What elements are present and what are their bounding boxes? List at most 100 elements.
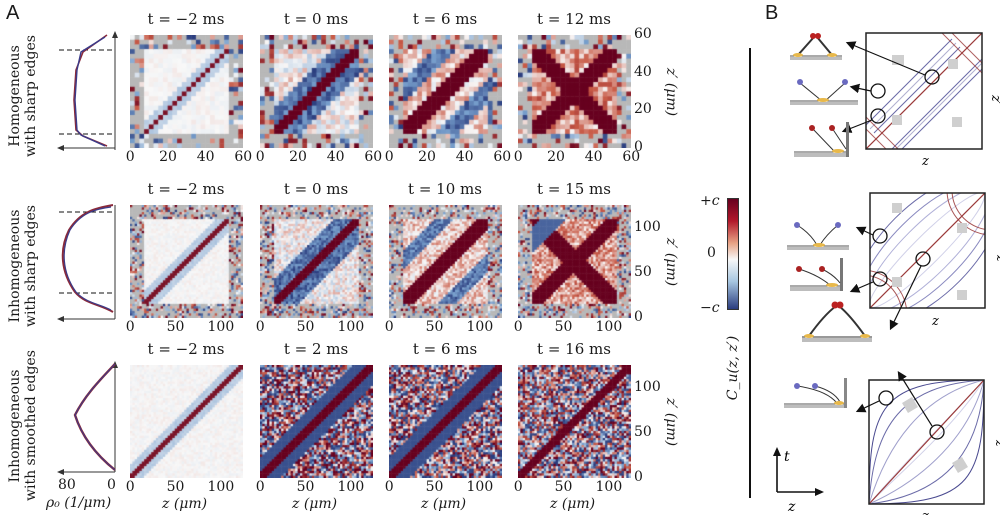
xtick-label: 20 — [159, 149, 177, 165]
arrow-left-icon — [57, 469, 64, 475]
z-axis-label: z — [787, 499, 796, 515]
yaxis-label: z′ (μm) — [663, 237, 680, 286]
marker-circle — [872, 228, 888, 244]
marker-circle — [878, 390, 894, 406]
ytick-label: 0 — [634, 469, 643, 485]
colorbar — [727, 198, 739, 310]
ytick-label: 50 — [634, 263, 652, 280]
xtick-label: 100 — [337, 319, 365, 335]
xtick-label: 40 — [584, 149, 603, 165]
colorbar-bottom-label: −c — [700, 300, 720, 316]
xtick-label: 0 — [125, 479, 135, 495]
molecule-icon-bound — [790, 33, 842, 60]
axis-zp-label-3: z′ — [992, 439, 1000, 450]
xtick-label: 0 — [384, 319, 394, 335]
xtick-label: 60 — [493, 149, 512, 165]
schematic-box-3 — [868, 379, 985, 505]
heatmap-2-3 — [389, 205, 502, 318]
xtick-label: 0 — [125, 149, 135, 165]
heatmap-2-1 — [130, 205, 243, 318]
xtick-label: 50 — [166, 319, 185, 335]
colorbar-mid-label: 0 — [707, 245, 716, 261]
ytick-label: 40 — [634, 63, 652, 80]
xtick-label: 100 — [466, 319, 494, 335]
profile-xtick-0: 0 — [107, 477, 116, 493]
density-profile-row1 — [57, 31, 118, 151]
xtick-label: 50 — [554, 479, 573, 495]
profile-curve-data — [73, 363, 116, 471]
xtick-label: 0 — [255, 319, 265, 335]
xaxis-label: z (μm) — [292, 496, 338, 512]
xtick-label: 100 — [207, 319, 235, 335]
marker-circle — [870, 83, 886, 99]
molecule-icon-wall-2 — [790, 258, 843, 291]
ytick-label: 0 — [634, 309, 643, 325]
ytick-label: 60 — [634, 26, 652, 42]
profile-curve-fit — [74, 36, 106, 147]
marker-circle — [924, 69, 940, 85]
schematic-box-3-lines — [868, 379, 985, 505]
xtick-label: 50 — [296, 319, 315, 335]
xtick-label: 0 — [384, 479, 394, 495]
heatmap-title: t = 10 ms — [408, 180, 482, 198]
ytick-label: 20 — [634, 101, 652, 118]
xtick-label: 20 — [547, 149, 565, 165]
heatmap-2-2 — [260, 205, 373, 318]
marker-circle — [929, 424, 945, 440]
heatmap-title: t = 12 ms — [537, 10, 611, 28]
arrow-left-icon — [57, 145, 64, 151]
heatmap-title: t = −2 ms — [147, 10, 225, 28]
profile-xlabel: ρ₀ (1/μm) — [46, 495, 112, 511]
xtick-label: 0 — [513, 149, 523, 165]
xtick-label: 0 — [513, 479, 523, 495]
heatmap-3-4 — [518, 365, 631, 478]
heatmap-title: t = 2 ms — [283, 340, 349, 358]
molecule-icon-free — [790, 79, 858, 105]
xtick-label: 100 — [466, 479, 494, 495]
row-label-homogeneous: Homogeneous with sharp edges — [7, 35, 39, 157]
arrow-up-icon — [112, 31, 118, 38]
heatmap-title: t = 15 ms — [537, 180, 611, 198]
xtick-label: 0 — [384, 149, 394, 165]
axis-z-label-2: z — [931, 314, 939, 329]
panel-a-label: A — [6, 2, 20, 24]
xtick-label: 100 — [207, 479, 235, 495]
row-label-inhomogeneous-sharp: Inhomogeneous with sharp edges — [7, 205, 39, 327]
profile-curve-fit — [63, 206, 112, 311]
heatmap-title: t = −2 ms — [147, 180, 225, 198]
xtick-label: 60 — [622, 149, 641, 165]
xtick-label: 0 — [513, 319, 523, 335]
ytick-label: 100 — [634, 378, 661, 395]
ytick-label: 0 — [634, 139, 643, 155]
heatmap-title: t = 0 ms — [283, 10, 349, 28]
xtick-label: 100 — [595, 479, 623, 495]
schematic-box-2-lines — [870, 193, 985, 308]
xtick-label: 20 — [289, 149, 307, 165]
arrow-right-icon — [815, 488, 824, 496]
arrow-up-icon — [773, 447, 781, 456]
arrow-left-icon — [57, 316, 64, 322]
xtick-label: 100 — [337, 479, 365, 495]
heatmap-title: t = 0 ms — [283, 180, 349, 198]
xtick-label: 0 — [255, 479, 265, 495]
panel-b-label: B — [765, 2, 779, 24]
heatmap-title: t = 16 ms — [537, 340, 611, 358]
heatmap-1-1 — [130, 35, 243, 148]
heatmap-2-4 — [518, 205, 631, 318]
heatmap-3-1 — [130, 365, 243, 478]
profile-curve-fit — [74, 363, 116, 471]
xtick-label: 40 — [196, 149, 215, 165]
ytick-label: 100 — [634, 218, 661, 235]
xtick-label: 50 — [425, 479, 444, 495]
xaxis-label: z (μm) — [421, 496, 467, 512]
xtick-label: 50 — [296, 479, 315, 495]
xtick-label: 0 — [255, 149, 265, 165]
molecule-icon-wall — [794, 122, 849, 157]
molecule-icon-bound-2 — [802, 301, 872, 342]
density-profile-row2 — [57, 204, 116, 322]
xtick-label: 40 — [455, 149, 474, 165]
panel-divider — [749, 48, 751, 498]
colorbar-label: C_u(z, z′) — [725, 335, 741, 401]
axis-zp-label-1: z′ — [988, 94, 1000, 105]
colorbar-top-label: +c — [700, 193, 720, 209]
